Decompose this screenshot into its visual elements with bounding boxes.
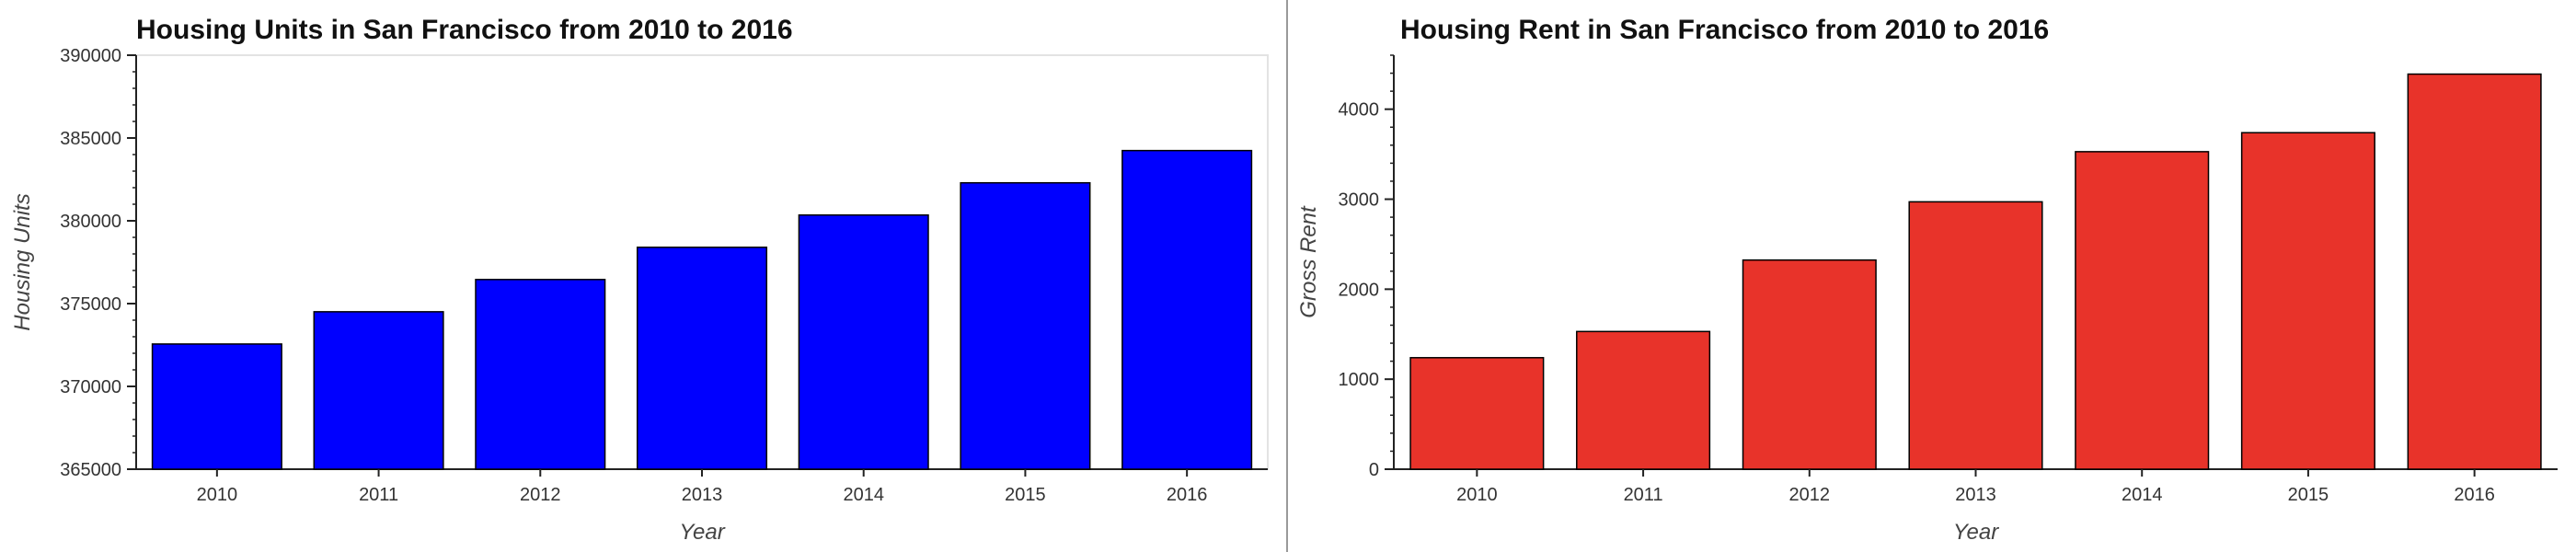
chart-1-y-tick-label: 3000 xyxy=(1339,190,1380,211)
chart-1-x-tick-label: 2011 xyxy=(1624,485,1663,505)
housing-units-panel: Housing Units in San Francisco from 2010… xyxy=(10,0,1288,552)
chart-1-bar-2010 xyxy=(1409,357,1545,470)
chart-0-y-tick-label: 370000 xyxy=(60,377,121,397)
chart-1-bar-2012 xyxy=(1742,259,1877,470)
chart-0-y-tick-label: 390000 xyxy=(60,46,121,66)
chart-1-x-tick-label: 2016 xyxy=(2454,485,2495,505)
chart-0-x-tick-label: 2010 xyxy=(197,485,238,505)
chart-1-y-axis-label: Gross Rent xyxy=(1296,205,1321,318)
chart-1-bar-2014 xyxy=(2075,151,2210,470)
chart-1-bar-2013 xyxy=(1908,201,2043,470)
chart-0-y-tick-label: 365000 xyxy=(60,460,121,480)
chart-0-x-tick-label: 2014 xyxy=(843,485,884,505)
chart-0-bar-2011 xyxy=(313,311,444,470)
chart-1-y-tick-label: 4000 xyxy=(1339,100,1380,121)
chart-0-x-tick-label: 2013 xyxy=(682,485,723,505)
chart-0-bar-2013 xyxy=(636,247,768,470)
chart-0-title: Housing Units in San Francisco from 2010… xyxy=(136,15,793,45)
housing-units-chart: Housing Units in San Francisco from 2010… xyxy=(10,15,1269,545)
chart-0-y-tick-label: 385000 xyxy=(60,129,121,149)
chart-0-bar-2016 xyxy=(1121,149,1253,470)
chart-0-y-axis-label: Housing Units xyxy=(10,193,35,330)
chart-0-bar-2012 xyxy=(475,279,606,470)
chart-1-x-tick-label: 2012 xyxy=(1789,485,1831,505)
chart-0-y-tick-label: 375000 xyxy=(60,294,121,315)
chart-1-y-tick-label: 2000 xyxy=(1339,280,1380,300)
chart-1-x-tick-label: 2015 xyxy=(2288,485,2329,505)
chart-1-x-tick-label: 2014 xyxy=(2122,485,2163,505)
housing-rent-chart: Housing Rent in San Francisco from 2010 … xyxy=(1296,15,2558,545)
chart-0-y-tick-label: 380000 xyxy=(60,212,121,232)
chart-0-bar-2014 xyxy=(798,213,929,470)
housing-rent-panel: Housing Rent in San Francisco from 2010 … xyxy=(1288,0,2576,552)
chart-0-x-axis-label: Year xyxy=(679,520,725,545)
chart-0-x-tick-label: 2011 xyxy=(359,485,398,505)
chart-0-x-tick-label: 2015 xyxy=(1005,485,1046,505)
chart-0-bar-2015 xyxy=(960,181,1091,470)
chart-1-x-tick-label: 2013 xyxy=(1955,485,1996,505)
chart-1-y-tick-label: 0 xyxy=(1369,460,1379,480)
chart-1-y-tick-label: 1000 xyxy=(1339,370,1380,390)
chart-0-x-tick-label: 2012 xyxy=(520,485,561,505)
chart-1-bar-2016 xyxy=(2407,73,2542,470)
chart-1-bar-2015 xyxy=(2240,132,2375,470)
chart-1-bar-2011 xyxy=(1576,330,1711,470)
chart-1-x-tick-label: 2010 xyxy=(1456,485,1498,505)
chart-1-x-axis-label: Year xyxy=(1953,520,1999,545)
chart-0-bar-2010 xyxy=(151,343,282,470)
chart-1-title: Housing Rent in San Francisco from 2010 … xyxy=(1400,15,2049,45)
chart-0-x-tick-label: 2016 xyxy=(1167,485,1208,505)
